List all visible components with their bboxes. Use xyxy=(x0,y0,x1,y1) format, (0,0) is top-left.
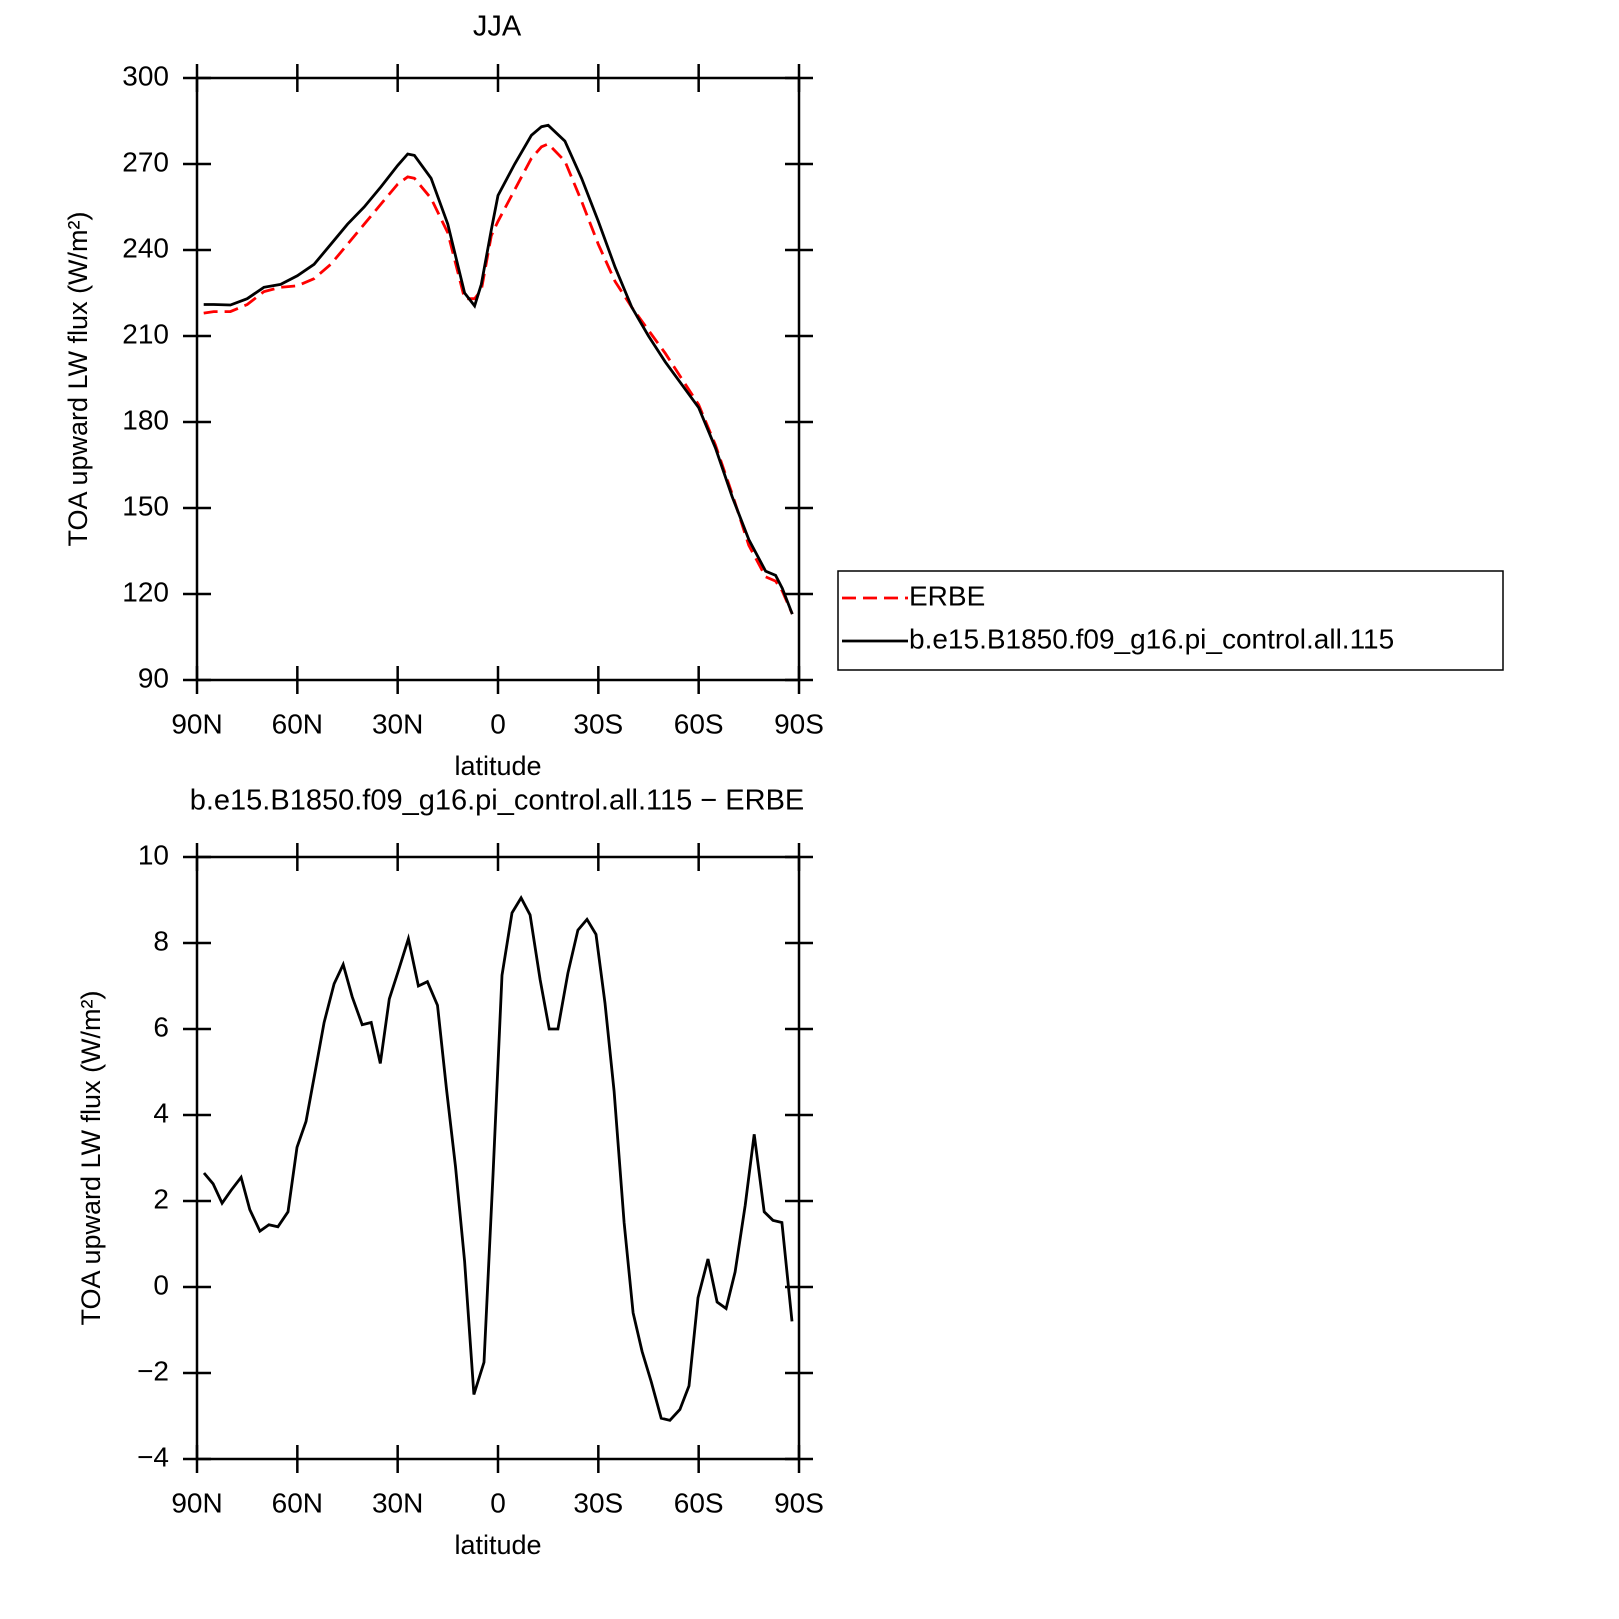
y-tick-label: 210 xyxy=(122,318,169,349)
y-axis-label: TOA upward LW flux (W/m²) xyxy=(63,211,93,546)
y-axis-label: TOA upward LW flux (W/m²) xyxy=(76,990,106,1325)
x-tick-label: 30N xyxy=(372,1487,423,1518)
data-line xyxy=(203,123,794,615)
plot-frame xyxy=(195,855,801,1461)
y-tick-label: 120 xyxy=(122,576,169,607)
y-tick-label: 2 xyxy=(153,1183,169,1214)
y-tick-label: 10 xyxy=(138,839,169,870)
x-tick-label: 60N xyxy=(272,708,323,739)
data-line xyxy=(203,142,794,615)
y-tick-label: 6 xyxy=(153,1011,169,1042)
y-tick-label: 0 xyxy=(153,1269,169,1300)
x-tick-label: 0 xyxy=(490,1487,506,1518)
y-tick-label: 90 xyxy=(138,662,169,693)
x-tick-label: 90N xyxy=(171,1487,222,1518)
x-tick-label: 0 xyxy=(490,708,506,739)
data-line xyxy=(202,895,794,1422)
x-tick-label: 60S xyxy=(674,708,724,739)
y-tick-label: 270 xyxy=(122,146,169,177)
y-tick-label: 150 xyxy=(122,490,169,521)
chart-title: b.e15.B1850.f09_g16.pi_control.all.115 −… xyxy=(190,785,805,817)
y-tick-label: 300 xyxy=(122,60,169,91)
y-tick-label: −4 xyxy=(137,1441,169,1472)
chart-title: JJA xyxy=(473,11,522,43)
legend-label: ERBE xyxy=(909,580,985,611)
x-tick-label: 60N xyxy=(272,1487,323,1518)
x-tick-label: 30N xyxy=(372,708,423,739)
x-tick-label: 30S xyxy=(573,708,623,739)
x-tick-label: 30S xyxy=(573,1487,623,1518)
legend-box xyxy=(837,570,1504,671)
x-tick-label: 90S xyxy=(774,1487,824,1518)
plot-frame xyxy=(195,76,801,682)
y-tick-label: 240 xyxy=(122,232,169,263)
x-axis-label: latitude xyxy=(454,1530,541,1560)
y-tick-label: 4 xyxy=(153,1097,169,1128)
x-tick-label: 90S xyxy=(774,708,824,739)
y-tick-label: −2 xyxy=(137,1355,169,1386)
legend-label: b.e15.B1850.f09_g16.pi_control.all.115 xyxy=(909,623,1394,654)
x-axis-label: latitude xyxy=(454,751,541,781)
x-tick-label: 60S xyxy=(674,1487,724,1518)
y-tick-label: 180 xyxy=(122,404,169,435)
y-tick-label: 8 xyxy=(153,925,169,956)
x-tick-label: 90N xyxy=(171,708,222,739)
